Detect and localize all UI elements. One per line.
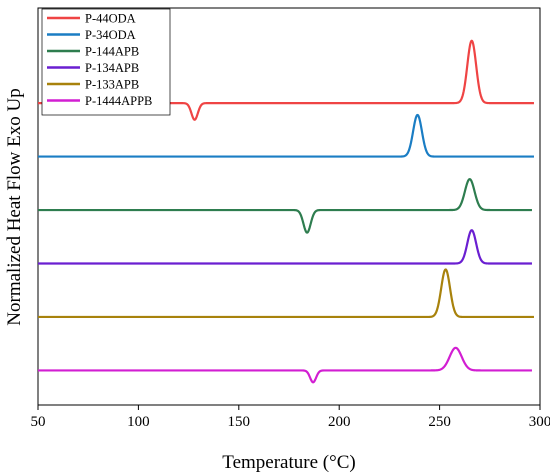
- x-tick-label: 200: [328, 414, 351, 430]
- legend-label: P-133APB: [85, 78, 139, 92]
- series-line-1: [37, 113, 535, 158]
- legend: P-44ODA P-34ODA P-144APB P-134APB P-133APB P-…: [41, 8, 171, 116]
- x-tick-label: 50: [31, 414, 46, 430]
- series-line-5: [37, 346, 533, 384]
- legend-label: P-134APB: [85, 61, 139, 75]
- x-tick-label: 100: [127, 414, 150, 430]
- y-axis-title: Normalized Heat Flow Exo Up: [4, 88, 25, 325]
- x-tick-label: 250: [428, 414, 451, 430]
- x-axis-ticks: 50 100 150 200 250 300: [31, 405, 550, 430]
- legend-label: P-44ODA: [85, 12, 136, 26]
- x-axis-title: Temperature (°C): [222, 452, 355, 473]
- x-tick-label: 150: [228, 414, 251, 430]
- series-curves: [37, 39, 535, 384]
- legend-box: [41, 8, 171, 116]
- legend-label: P-1444APPB: [85, 94, 152, 108]
- legend-label: P-34ODA: [85, 28, 136, 42]
- legend-label: P-144APB: [85, 45, 139, 59]
- series-line-2: [37, 178, 533, 234]
- series-line-3: [37, 229, 533, 265]
- plot-frame: [37, 7, 541, 406]
- x-tick-label: 300: [529, 414, 550, 430]
- series-line-4: [37, 268, 535, 319]
